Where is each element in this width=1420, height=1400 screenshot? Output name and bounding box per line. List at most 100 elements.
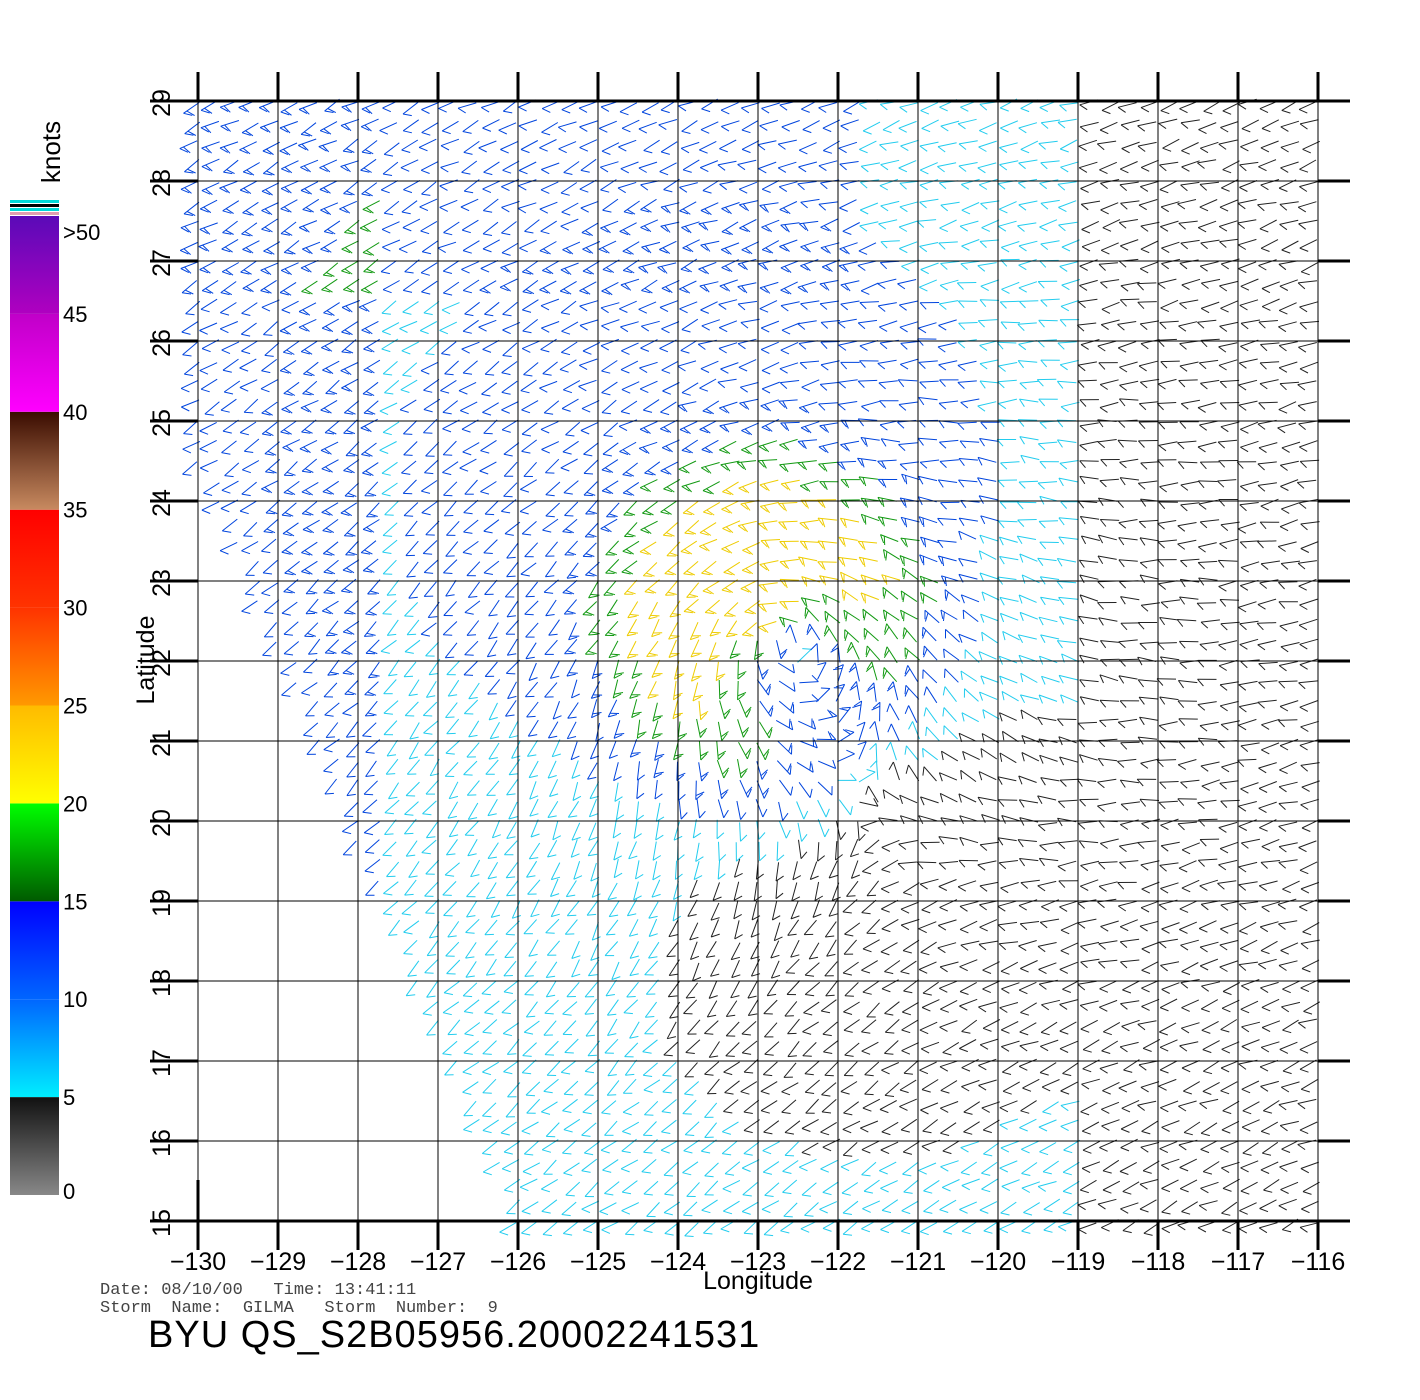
wind-barb	[1160, 818, 1179, 831]
wind-barb	[1157, 338, 1177, 347]
wind-barb	[438, 100, 457, 113]
wind-barb	[654, 780, 663, 800]
wind-barb	[959, 1039, 977, 1053]
wind-barb	[602, 259, 620, 274]
wind-barb	[900, 590, 918, 603]
wind-barb	[181, 399, 200, 412]
wind-barb	[419, 321, 438, 335]
wind-barb	[1079, 798, 1099, 807]
wind-barb	[1181, 278, 1201, 291]
wind-barb	[325, 379, 340, 395]
wind-barb	[281, 682, 297, 697]
wind-barb	[980, 515, 1000, 525]
wind-barb	[1278, 401, 1297, 414]
wind-barb	[923, 1199, 940, 1214]
wind-barb	[1220, 922, 1239, 934]
wind-barb	[382, 421, 400, 436]
wind-barb	[486, 780, 500, 796]
wind-barb	[1101, 101, 1120, 115]
wind-barb	[617, 181, 637, 194]
wind-barb	[1217, 559, 1238, 568]
wind-barb	[242, 201, 259, 216]
wind-barb	[900, 358, 919, 370]
wind-barb	[1299, 320, 1320, 330]
wind-barb	[462, 240, 480, 254]
wind-barb	[1159, 1060, 1178, 1074]
wind-barb	[819, 381, 840, 391]
wind-barb	[1097, 758, 1118, 767]
wind-barb	[301, 280, 318, 295]
wind-barb	[403, 441, 418, 456]
wind-barb	[820, 242, 840, 254]
wind-barb	[1298, 420, 1318, 430]
wind-barb	[858, 476, 878, 487]
wind-barb	[659, 339, 677, 353]
wind-barb	[1056, 558, 1077, 567]
wind-barb	[303, 361, 319, 377]
wind-barb	[1039, 541, 1059, 550]
wind-barb	[525, 681, 539, 698]
storm-name-number: Storm Name: GILMA Storm Number: 9	[100, 1299, 498, 1318]
wind-barb	[485, 882, 497, 900]
wind-barb	[1299, 1059, 1317, 1073]
wind-barb	[1200, 379, 1220, 390]
wind-barb	[467, 802, 479, 820]
wind-barb	[679, 280, 697, 294]
wind-barb	[1140, 1141, 1160, 1153]
wind-barb	[779, 201, 798, 215]
wind-barb	[263, 321, 278, 336]
wind-barb	[1101, 301, 1120, 314]
wind-barb	[857, 260, 877, 271]
wind-barb	[1061, 279, 1080, 291]
wind-barb	[960, 769, 977, 783]
wind-barb	[939, 279, 959, 291]
wind-barb	[220, 499, 239, 513]
wind-barb	[798, 839, 808, 860]
wind-barb	[530, 899, 540, 918]
wind-barb	[404, 801, 419, 816]
wind-barb	[1036, 378, 1057, 387]
colorbar-cap-stripe	[10, 204, 59, 207]
wind-barb	[600, 338, 620, 351]
wind-barb	[441, 120, 459, 135]
wind-barb	[657, 262, 677, 274]
wind-barb	[831, 882, 841, 901]
wind-barb	[344, 482, 360, 498]
wind-barb	[763, 1221, 779, 1237]
wind-barb	[623, 500, 638, 516]
wind-barb	[1201, 779, 1220, 791]
wind-barb	[444, 862, 460, 877]
wind-barb	[1258, 680, 1278, 689]
wind-barb	[940, 999, 958, 1013]
wind-barb	[280, 102, 298, 116]
wind-barb	[899, 1079, 917, 1094]
wind-barb	[1019, 380, 1039, 390]
wind-barb	[605, 540, 619, 556]
wind-barb	[837, 749, 855, 763]
wind-barb	[1079, 696, 1099, 705]
wind-barb	[344, 220, 360, 235]
wind-barb	[677, 360, 697, 372]
wind-barb	[629, 958, 640, 977]
wind-barb	[487, 798, 498, 817]
wind-barb	[379, 441, 397, 454]
wind-barb	[462, 319, 479, 334]
wind-barb	[402, 101, 419, 117]
wind-barb	[301, 458, 318, 473]
wind-barb	[602, 198, 619, 213]
wind-barb	[1017, 322, 1037, 331]
wind-barb	[343, 419, 358, 435]
wind-barb	[263, 599, 280, 614]
wind-barb	[626, 619, 639, 637]
wind-barb	[1077, 379, 1097, 388]
wind-barb	[699, 281, 719, 293]
wind-barb	[607, 1018, 618, 1036]
wind-barb	[245, 560, 259, 576]
wind-barb	[404, 879, 417, 896]
wind-barb	[859, 221, 879, 232]
wind-barb	[897, 279, 917, 290]
wind-barb	[740, 579, 759, 593]
wind-barb	[1060, 401, 1080, 413]
wind-barb	[443, 481, 458, 497]
wind-barb	[838, 261, 858, 273]
